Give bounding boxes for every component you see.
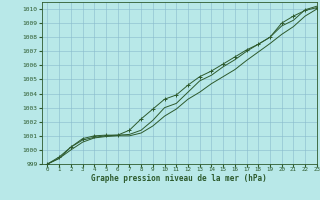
X-axis label: Graphe pression niveau de la mer (hPa): Graphe pression niveau de la mer (hPa) xyxy=(91,174,267,183)
